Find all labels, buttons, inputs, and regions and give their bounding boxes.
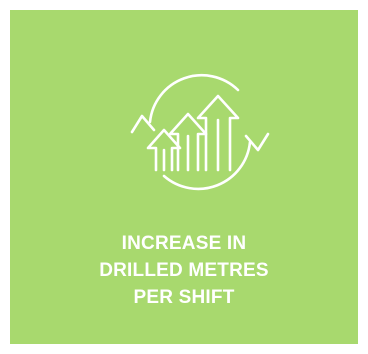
caption-line-3: PER SHIFT <box>133 287 235 308</box>
metric-caption: INCREASE IN DRILLED METRES PER SHIFT <box>10 230 358 311</box>
caption-line-1: INCREASE IN <box>121 233 247 254</box>
growth-arrows-cycle-icon <box>120 72 280 192</box>
caption-line-2: DRILLED METRES <box>99 260 269 281</box>
metric-tile: INCREASE IN DRILLED METRES PER SHIFT <box>10 10 358 344</box>
